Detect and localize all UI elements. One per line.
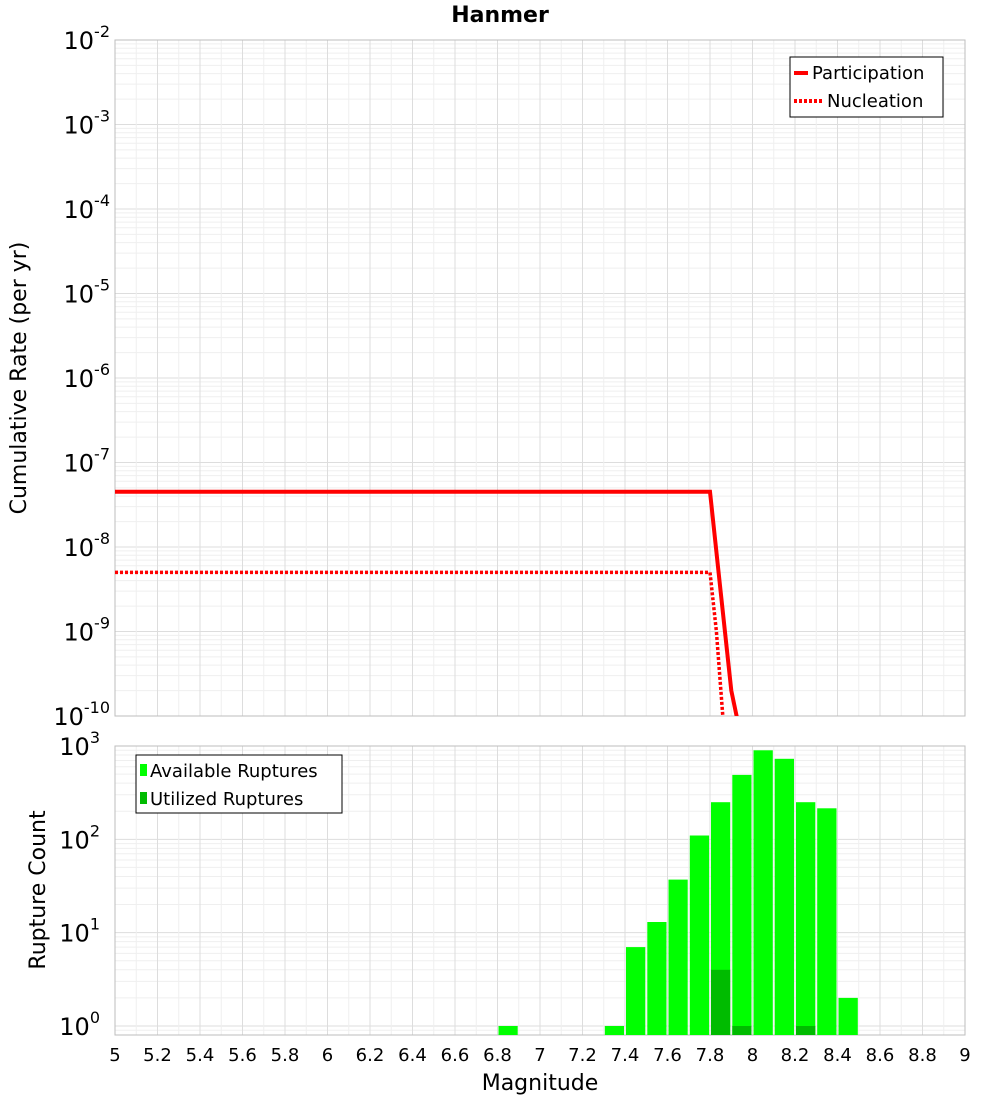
x-tick-label: 9 — [959, 1045, 970, 1066]
x-tick-label: 7.6 — [653, 1045, 682, 1066]
x-tick-label: 5 — [109, 1045, 120, 1066]
bar-available — [838, 997, 858, 1035]
x-tick-label: 7.8 — [696, 1045, 725, 1066]
x-tick-label: 8 — [747, 1045, 758, 1066]
bar-utilized — [711, 969, 731, 1035]
top-legend-box — [789, 56, 944, 118]
top-y-tick-label: 10-3 — [64, 107, 111, 140]
top-y-ticks: 10-2 10-3 10-4 10-5 10-6 10-7 10-8 10-9 10-10 — [53, 22, 110, 731]
top-lines — [115, 489, 739, 716]
top-y-tick-label: 10-4 — [64, 191, 111, 224]
x-tick-label: 7 — [534, 1045, 545, 1066]
top-y-tick-label: 10-8 — [64, 529, 111, 562]
bottom-legend-box — [135, 754, 343, 814]
chart-title: Hanmer — [451, 3, 549, 28]
bottom-y-tick-label: 103 — [59, 728, 100, 761]
x-tick-label: 7.2 — [568, 1045, 597, 1066]
top-grid — [114, 40, 966, 717]
top-y-tick-label: 10-6 — [64, 360, 111, 393]
top-y-tick-label: 10-7 — [64, 445, 111, 478]
legend-participation-label: Participation — [812, 63, 924, 84]
bottom-plot-frame — [114, 745, 966, 1036]
x-tick-label: 8.2 — [781, 1045, 810, 1066]
legend-utilized-swatch — [140, 792, 147, 804]
top-y-axis-label: Cumulative Rate (per yr) — [7, 242, 32, 515]
bar-utilized — [732, 1026, 752, 1035]
x-tick-label: 6.2 — [356, 1045, 385, 1066]
top-y-tick-label: 10-5 — [64, 276, 111, 309]
top-y-tick-label: 10-10 — [53, 698, 110, 731]
top-y-tick-label: 10-9 — [64, 614, 111, 647]
bottom-y-tick-label: 101 — [59, 915, 100, 948]
x-tick-label: 6.6 — [441, 1045, 470, 1066]
bar-available — [647, 922, 667, 1035]
bar-available — [689, 835, 710, 1035]
legend-available-label: Available Ruptures — [150, 761, 318, 782]
bottom-x-ticks: 5 5.2 5.4 5.6 5.8 6 6.2 6.4 6.6 6.8 7 7.2 7.4 7.6 7.8 8… — [109, 1045, 970, 1066]
bottom-y-ticks: 103 102 101 100 — [59, 728, 100, 1041]
bar-available — [753, 750, 773, 1035]
x-axis-label: Magnitude — [482, 1071, 599, 1096]
series-line-participation — [115, 489, 739, 716]
legend-available-swatch — [140, 764, 147, 776]
bar-utilized — [796, 1026, 816, 1035]
bar-available — [626, 947, 646, 1035]
series-line-nucleation — [115, 570, 725, 716]
legend-utilized-label: Utilized Ruptures — [150, 789, 303, 810]
x-tick-label: 7.4 — [611, 1045, 640, 1066]
x-tick-label: 8.6 — [866, 1045, 895, 1066]
bar-available — [668, 879, 688, 1035]
bottom-legend: Available Ruptures Utilized Ruptures — [135, 754, 343, 814]
top-y-tick-label: 10-2 — [64, 22, 111, 55]
bottom-y-tick-label: 100 — [59, 1008, 100, 1041]
bar-available — [604, 1026, 624, 1035]
legend-nucleation-label: Nucleation — [827, 91, 923, 112]
x-tick-label: 6 — [322, 1045, 333, 1066]
x-tick-label: 5.8 — [271, 1045, 300, 1066]
bar-available — [498, 1026, 518, 1035]
x-tick-label: 5.6 — [228, 1045, 257, 1066]
x-tick-label: 5.4 — [186, 1045, 215, 1066]
x-tick-label: 6.8 — [483, 1045, 512, 1066]
bottom-y-axis-label: Rupture Count — [26, 810, 51, 970]
top-plot-frame — [114, 39, 966, 717]
bottom-y-tick-label: 102 — [59, 821, 100, 854]
top-legend: Participation Nucleation — [789, 56, 944, 118]
x-tick-label: 8.8 — [908, 1045, 937, 1066]
bar-available — [774, 758, 794, 1035]
bottom-bars — [498, 750, 858, 1035]
bar-available — [796, 802, 816, 1035]
bar-available — [732, 774, 752, 1035]
x-tick-label: 8.4 — [823, 1045, 852, 1066]
x-tick-label: 5.2 — [143, 1045, 172, 1066]
bar-available — [817, 808, 837, 1035]
x-tick-label: 6.4 — [398, 1045, 427, 1066]
